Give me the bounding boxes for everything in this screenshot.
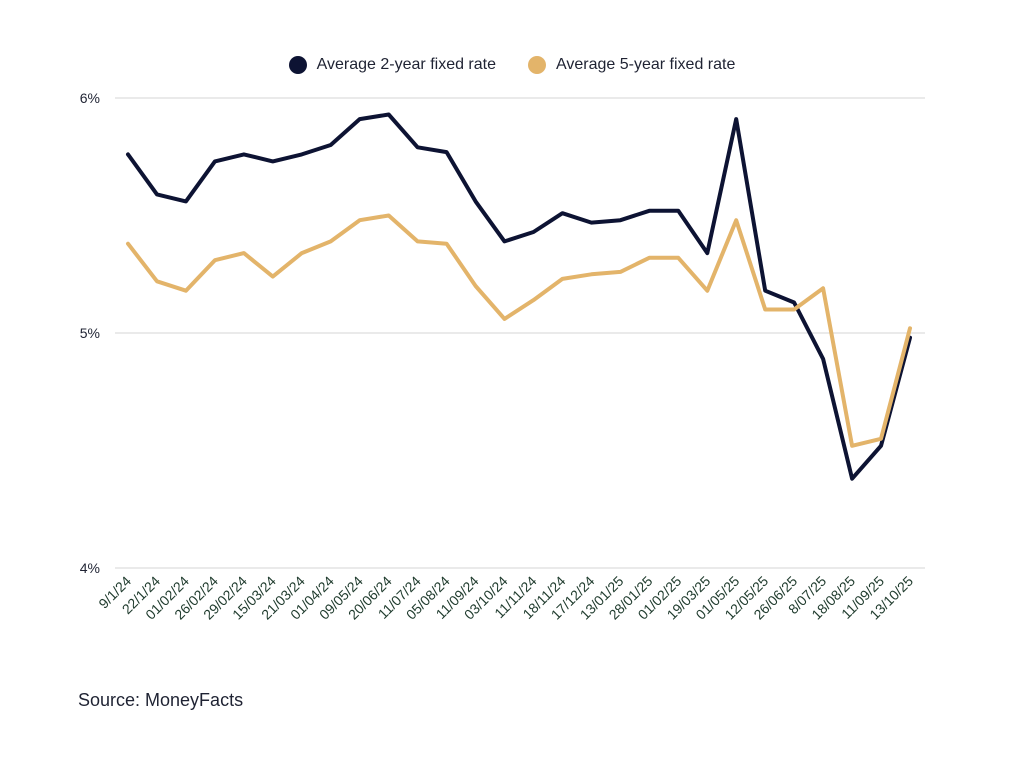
legend-item-5yr: Average 5-year fixed rate [528,56,735,74]
legend: Average 2-year fixed rate Average 5-year… [0,56,1024,74]
y-tick-label: 5% [80,325,100,341]
legend-label-5yr: Average 5-year fixed rate [556,56,736,73]
legend-label-2yr: Average 2-year fixed rate [316,56,496,73]
y-tick-label: 6% [80,90,100,106]
series-line-5yr [126,213,912,448]
legend-swatch-5yr [528,56,546,74]
series-line-2yr [126,112,912,481]
y-tick-label: 4% [80,560,100,576]
legend-item-2yr: Average 2-year fixed rate [288,56,496,74]
source-note: Source: MoneyFacts [78,690,244,710]
legend-swatch-2yr [288,56,307,74]
